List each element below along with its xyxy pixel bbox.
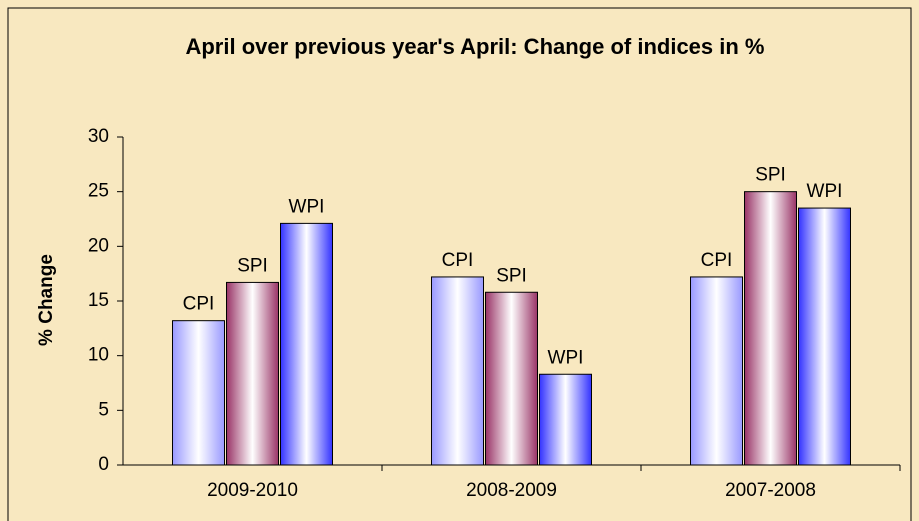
data-label: WPI	[289, 196, 325, 217]
data-label: SPI	[237, 255, 268, 276]
bar	[226, 281, 279, 466]
bar	[690, 276, 743, 466]
y-tick-label: 20	[88, 235, 109, 256]
x-tick-label: 2008-2009	[466, 480, 557, 501]
x-tick-label: 2007-2008	[725, 480, 816, 501]
data-label: CPI	[701, 250, 733, 271]
chart-title: April over previous year's April: Change…	[185, 34, 765, 59]
x-tick-label: 2009-2010	[207, 480, 298, 501]
bar	[280, 222, 333, 466]
y-axis-label: % Change	[36, 254, 57, 346]
chart-border	[7, 7, 912, 521]
data-label: CPI	[183, 294, 215, 315]
data-label: WPI	[548, 347, 584, 368]
y-tick-label: 5	[98, 399, 109, 420]
bar	[798, 207, 851, 466]
data-label: WPI	[807, 181, 843, 202]
data-label: CPI	[442, 250, 474, 271]
y-tick-label: 0	[98, 454, 109, 475]
bar	[431, 276, 484, 466]
bar	[485, 291, 538, 466]
data-label: SPI	[755, 165, 786, 186]
bar	[744, 191, 797, 466]
bar	[539, 373, 592, 466]
bar	[172, 320, 225, 466]
data-label: SPI	[496, 265, 527, 286]
y-tick-label: 30	[88, 126, 109, 147]
y-tick-label: 15	[88, 290, 109, 311]
y-tick-label: 25	[88, 181, 109, 202]
y-tick-label: 10	[88, 345, 109, 366]
